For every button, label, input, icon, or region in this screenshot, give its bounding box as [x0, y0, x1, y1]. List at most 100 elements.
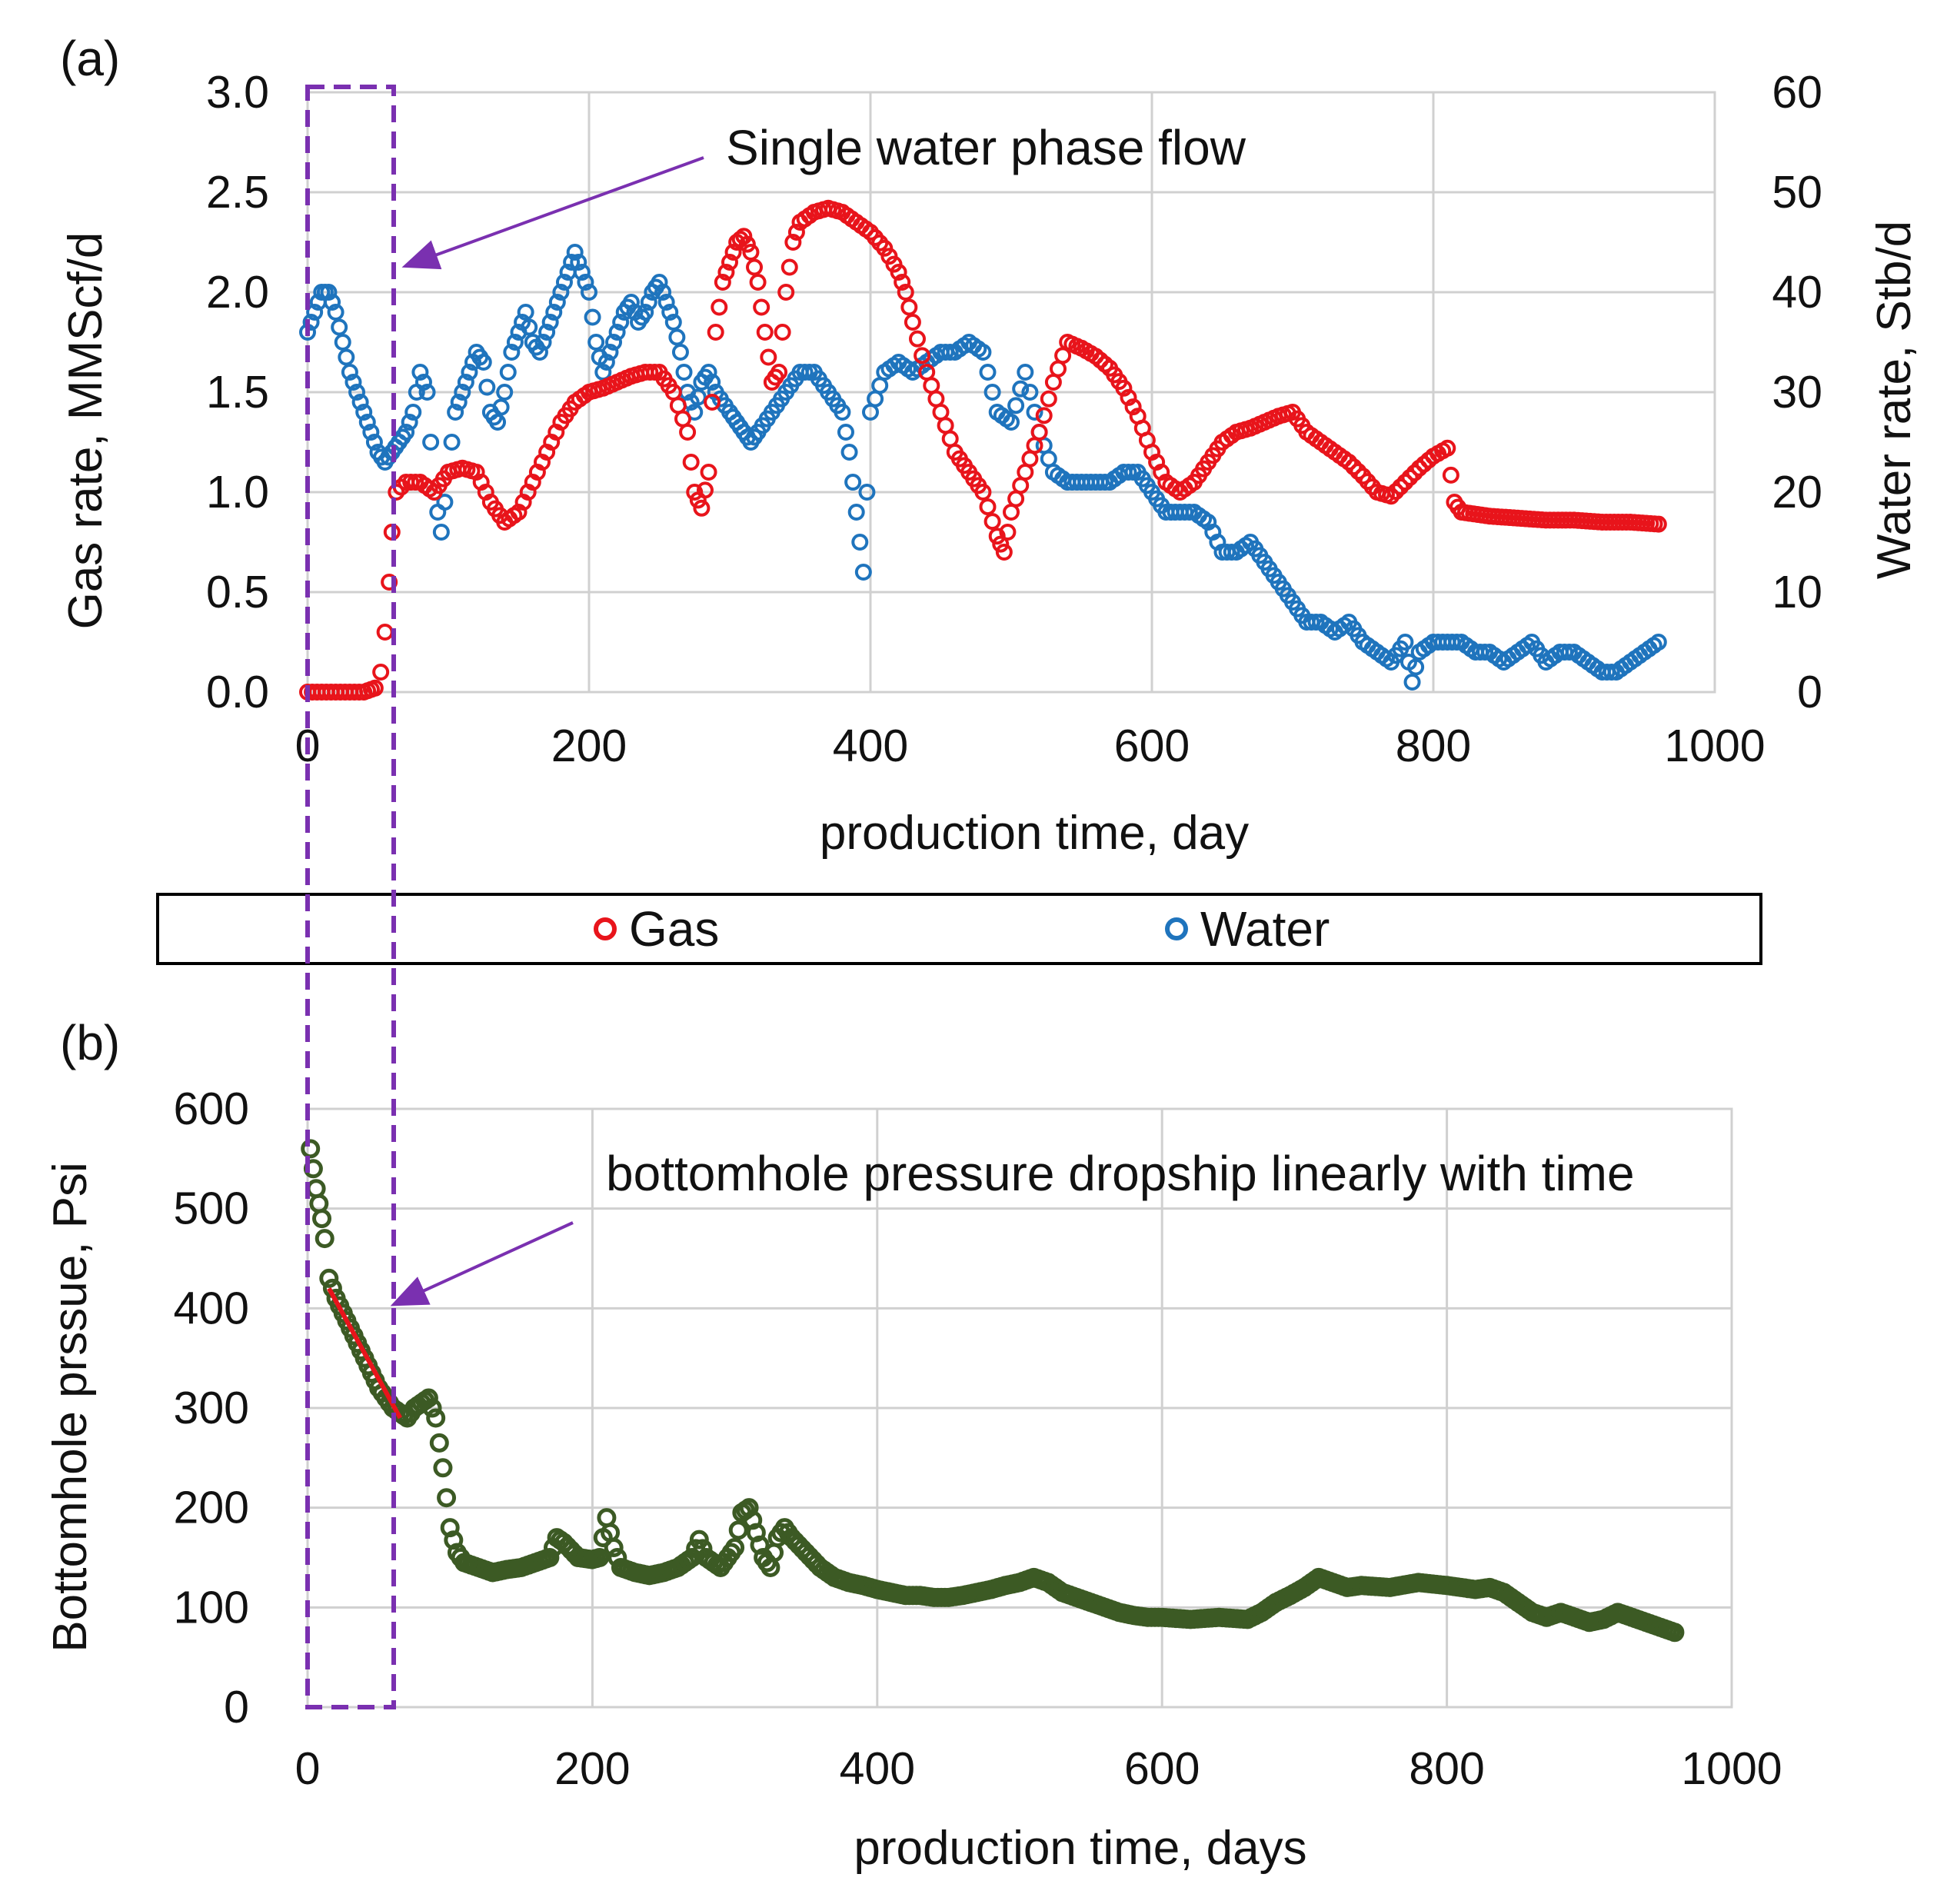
water-point — [1012, 380, 1030, 398]
chart-a-x-tick-label: 600 — [1114, 721, 1190, 771]
gas-point — [704, 394, 721, 411]
gas-point — [914, 347, 931, 364]
gas-point — [756, 324, 774, 341]
chart-a-y-tick-label-left: 1.0 — [206, 467, 269, 518]
water-point — [622, 294, 640, 311]
water-point — [851, 534, 869, 551]
water-point — [355, 404, 373, 421]
legend-gas-marker — [594, 917, 617, 940]
water-point — [450, 394, 468, 411]
chart-b-x-axis-label: production time, days — [854, 1822, 1306, 1875]
gas-point — [1345, 458, 1363, 476]
gas-point — [1003, 504, 1020, 521]
chart-b-y-tick-label: 500 — [174, 1183, 249, 1234]
gas-point — [784, 234, 802, 251]
gas-point — [1017, 464, 1034, 481]
gas-point — [1044, 374, 1062, 391]
gas-point — [1442, 466, 1459, 484]
gas-point — [1021, 450, 1039, 468]
gas-point — [890, 264, 907, 281]
gas-point — [717, 264, 735, 281]
water-point — [1649, 634, 1667, 651]
water-point — [608, 324, 626, 341]
gas-point — [674, 410, 691, 428]
pressure-point — [429, 1433, 449, 1453]
pressure-point — [728, 1520, 748, 1540]
gas-point — [1387, 483, 1405, 501]
water-point — [503, 344, 521, 361]
water-point — [566, 244, 584, 261]
chart-a-annotation: Single water phase flow — [726, 120, 1246, 175]
gas-point — [735, 228, 753, 245]
water-point — [341, 364, 358, 381]
single-phase-highlight-box — [305, 85, 396, 1709]
water-point — [675, 364, 693, 381]
water-point — [443, 434, 461, 451]
water-point — [302, 314, 320, 331]
water-point — [1003, 414, 1020, 431]
chart-a-y-tick-label-right: 20 — [1772, 467, 1822, 518]
water-point — [454, 384, 471, 401]
chart-a-y-tick-label-left: 0.5 — [206, 567, 269, 617]
pressure-point — [590, 1548, 610, 1567]
water-point — [594, 364, 612, 381]
legend-gas-label: Gas — [629, 901, 719, 957]
pressure-point — [689, 1530, 709, 1549]
water-point — [534, 334, 552, 351]
water-point — [324, 294, 341, 311]
chart-b-y-axis-label: Bottomhole prssue, Psi — [44, 1162, 97, 1653]
gas-point — [923, 377, 940, 394]
water-point — [489, 414, 507, 431]
water-point — [837, 424, 854, 441]
chart-a-y-axis-label-left: Gas rate, MMScf/d — [59, 232, 112, 630]
gas-point — [738, 235, 756, 253]
water-point — [983, 384, 1001, 401]
water-point — [531, 344, 548, 361]
chart-b-annotation: bottomhole pressure dropship linearly wi… — [606, 1146, 1635, 1201]
water-point — [1017, 364, 1034, 381]
gas-point — [749, 274, 767, 291]
pressure-point — [315, 1229, 334, 1249]
gas-point — [742, 244, 760, 261]
gas-point — [777, 284, 795, 301]
chart-b-y-tick-label: 400 — [174, 1283, 249, 1333]
gas-point — [983, 513, 1001, 531]
water-point — [664, 314, 682, 331]
gas-point — [941, 430, 959, 448]
water-point — [854, 564, 872, 581]
gas-point — [1035, 407, 1053, 424]
water-point — [661, 304, 679, 321]
water-point — [573, 264, 591, 281]
water-point — [637, 304, 654, 321]
water-point — [605, 334, 623, 351]
pressure-point — [437, 1488, 457, 1508]
water-point — [689, 388, 707, 406]
gas-point — [909, 330, 926, 348]
water-point — [541, 314, 559, 331]
gas-point — [979, 498, 997, 516]
water-point — [401, 414, 418, 431]
water-point — [506, 334, 524, 351]
water-point — [499, 364, 517, 381]
gas-point — [1115, 379, 1133, 397]
chart-a-y-tick-label-left: 2.0 — [206, 267, 269, 318]
water-point — [492, 398, 510, 416]
chart-a-grid — [306, 91, 1716, 694]
pressure-point — [597, 1508, 617, 1528]
water-point — [478, 378, 496, 396]
chart-b-y-tick-label: 100 — [174, 1582, 249, 1633]
gas-point — [1007, 490, 1025, 508]
water-point — [1403, 674, 1421, 691]
gas-point — [746, 258, 764, 276]
gas-point — [974, 484, 992, 501]
gas-point — [1396, 474, 1414, 491]
water-point — [668, 328, 686, 346]
water-point — [1396, 634, 1414, 651]
water-point — [704, 374, 721, 391]
water-point — [362, 424, 380, 441]
gas-point — [937, 417, 954, 434]
legend: Gas Water — [156, 893, 1762, 965]
water-point — [344, 374, 362, 391]
chart-a: 0 200 400 600 800 10000.00.51.01.52.02.53.001… — [59, 31, 1921, 860]
linear-trend-line — [327, 1287, 403, 1420]
